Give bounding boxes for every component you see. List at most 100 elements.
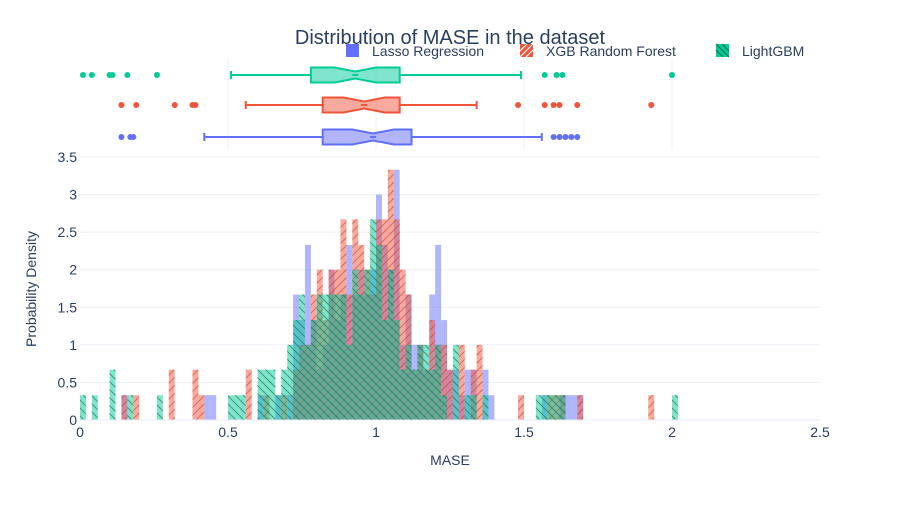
legend-label-xgb: XGB Random Forest (546, 43, 676, 59)
histogram-bar-hatch (648, 395, 655, 420)
histogram-bar-hatch (464, 395, 471, 420)
histogram-bar-hatch (452, 344, 459, 420)
y-tick-label: 1.5 (58, 299, 78, 315)
outlier-point (124, 72, 131, 78)
histogram-bar (204, 395, 211, 420)
x-tick-label: 0.5 (218, 424, 238, 440)
histogram-bar-hatch (447, 369, 453, 420)
y-tick-label: 3.5 (58, 149, 78, 165)
histogram-bar-hatch (399, 269, 406, 420)
histogram-bar-hatch (381, 320, 388, 420)
outlier-point (192, 102, 199, 108)
histogram-bar-hatch (429, 369, 436, 420)
boxplot-0 (79, 66, 675, 84)
histogram-bar-hatch (328, 294, 335, 420)
boxplot-2 (118, 128, 581, 146)
histogram-bar-hatch (304, 344, 311, 420)
axes: 0 0.5 1 1.5 2 2.5 0 0.5 1 1.5 2 2.5 3 3.5 (58, 149, 830, 440)
outlier-point (559, 72, 566, 78)
histogram-bar-hatch (127, 395, 134, 420)
histogram-bar-hatch (346, 344, 353, 420)
histogram-bar (210, 395, 217, 420)
x-tick-label: 2.5 (810, 424, 830, 440)
y-tick-label: 3 (69, 187, 77, 203)
histogram-bar-hatch (577, 395, 584, 420)
histogram-bar-hatch (121, 395, 128, 420)
outlier-point (515, 102, 522, 108)
histogram-bar-hatch (275, 395, 282, 420)
histogram-bar-hatch (559, 395, 566, 420)
histogram-bar-hatch (133, 395, 140, 420)
histogram-bar-hatch (299, 294, 305, 420)
histogram-bar-hatch (358, 294, 365, 420)
y-axis-label: Probability Density (23, 231, 39, 347)
histogram-bar-hatch (547, 395, 554, 420)
outlier-point (556, 134, 563, 140)
histogram-bar-hatch (263, 369, 270, 420)
outlier-point (109, 72, 116, 78)
histogram-bar-hatch (470, 369, 477, 420)
legend-swatch-lasso (346, 44, 359, 57)
chart-title: Distribution of MASE in the dataset (295, 27, 606, 49)
x-tick-label: 1.5 (514, 424, 534, 440)
legend-item-xgb[interactable]: XGB Random Forest (519, 43, 676, 59)
marginal-boxplots (79, 66, 675, 146)
box-body (321, 128, 413, 146)
y-tick-label: 0 (69, 412, 77, 428)
histogram-bar-hatch (541, 395, 548, 420)
histogram-bar-hatch (458, 344, 465, 420)
outlier-point (568, 134, 575, 140)
outlier-point (118, 102, 125, 108)
histogram-bar-hatch (387, 269, 394, 420)
histogram-bar (482, 369, 489, 420)
legend: Lasso Regression XGB Random Forest Light… (346, 43, 804, 59)
outlier-point (541, 72, 548, 78)
histogram-bar-hatch (316, 294, 323, 420)
y-tick-label: 2.5 (58, 224, 78, 240)
histogram-bar (435, 244, 442, 420)
outlier-point (118, 134, 125, 140)
histogram-bar-hatch (518, 395, 524, 420)
outlier-point (541, 102, 548, 108)
histogram-bar-hatch (281, 369, 288, 420)
histogram-bar-hatch (370, 219, 376, 420)
histogram-bar-hatch (381, 219, 388, 420)
outlier-point (553, 72, 560, 78)
histogram-bar (304, 244, 311, 420)
outlier-point (88, 72, 95, 78)
outlier-point (574, 134, 581, 140)
x-tick-label: 2 (668, 424, 676, 440)
y-tick-label: 1 (69, 337, 77, 353)
histogram-bar-hatch (322, 294, 329, 420)
legend-label-lasso: Lasso Regression (372, 43, 484, 59)
histogram-bar-hatch (672, 395, 678, 420)
histogram-bar-hatch (269, 369, 276, 420)
outlier-point (133, 102, 140, 108)
histogram-bar-hatch (91, 395, 98, 420)
legend-item-lightgbm[interactable]: LightGBM (715, 43, 804, 59)
legend-item-lasso[interactable]: Lasso Regression (346, 43, 484, 59)
histogram-bar-hatch (470, 395, 477, 420)
y-tick-label: 0.5 (58, 374, 78, 390)
histogram-bar-hatch (435, 344, 442, 420)
boxplot-1 (118, 96, 655, 114)
histogram-bar-hatch (228, 395, 234, 420)
histogram-bar-hatch (376, 244, 382, 420)
histogram-bar-hatch (156, 395, 163, 420)
outlier-point (79, 72, 86, 78)
outlier-point (562, 134, 569, 140)
histogram-bar-hatch (399, 369, 406, 420)
histogram-bar-hatch (535, 395, 542, 420)
histogram-bar-hatch (245, 369, 252, 420)
outlier-point (574, 102, 581, 108)
y-tick-label: 2 (69, 262, 77, 278)
histogram-bar-hatch (257, 369, 264, 420)
histogram-bar-hatch (417, 344, 424, 420)
histogram-bar-hatch (364, 269, 371, 420)
legend-label-lightgbm: LightGBM (742, 43, 804, 59)
outlier-point (171, 102, 178, 108)
histogram-bar-hatch (340, 294, 347, 420)
histogram-bars (80, 169, 678, 420)
